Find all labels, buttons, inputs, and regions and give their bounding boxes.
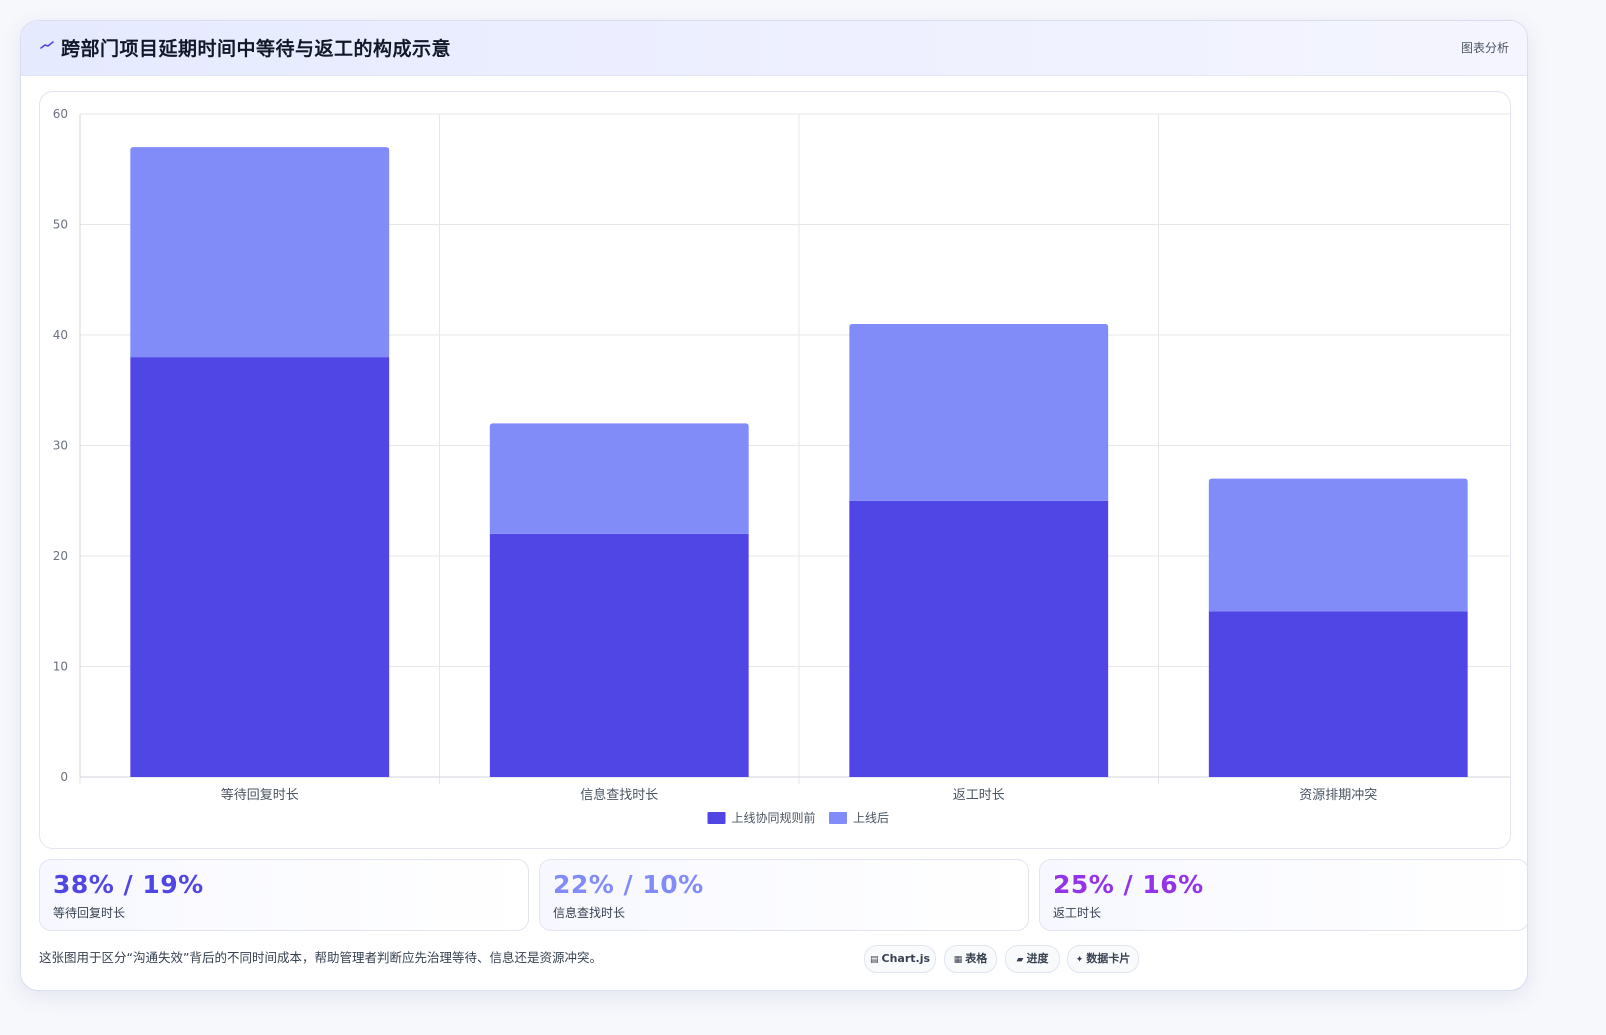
stat-label: 返工时长: [1053, 906, 1102, 920]
bar-segment: [849, 500, 1109, 777]
chip-label: Chart.js: [881, 952, 931, 965]
bar-segment: [130, 357, 390, 777]
y-tick-label: 40: [53, 328, 68, 342]
legend-swatch: [829, 812, 847, 824]
y-tick-label: 20: [53, 549, 68, 563]
legend-label: 上线后: [853, 811, 889, 825]
x-tick-label: 资源排期冲突: [1299, 787, 1377, 803]
card-header: 跨部门项目延期时间中等待与返工的构成示意 图表分析: [21, 21, 1527, 76]
chip-chartjs[interactable]: ▤ Chart.js: [864, 945, 936, 973]
bar-segment: [130, 147, 390, 358]
bar-segment: [1208, 611, 1468, 777]
y-tick-label: 50: [53, 218, 68, 232]
stat-card-info-search: 22% / 10% 信息查找时长: [539, 859, 1029, 931]
chart-analysis-tag: 图表分析: [1460, 41, 1509, 55]
stat-label: 等待回复时长: [53, 906, 126, 920]
chip-label: 进度: [1026, 952, 1049, 965]
chip-label: 数据卡片: [1086, 952, 1131, 965]
chip-table[interactable]: ▦ 表格: [944, 945, 997, 973]
stat-value: 25% / 16%: [1053, 870, 1204, 899]
y-tick-label: 0: [60, 770, 68, 784]
chart-icon: ▤: [869, 955, 879, 965]
legend-label: 上线协同规则前: [732, 810, 816, 825]
table-icon: ▦: [953, 955, 963, 965]
chart-card: 跨部门项目延期时间中等待与返工的构成示意 图表分析 0 10 20 30 40 50 60 等…: [20, 20, 1528, 991]
stat-card-rework: 25% / 16% 返工时长: [1039, 859, 1527, 931]
bar-segment: [849, 323, 1109, 501]
x-tick-label: 等待回复时长: [221, 787, 299, 803]
stat-card-waiting: 38% / 19% 等待回复时长: [39, 859, 529, 931]
chip-data-card[interactable]: ✦ 数据卡片: [1067, 945, 1139, 973]
trend-line-icon: [40, 41, 54, 49]
stat-value: 38% / 19%: [53, 870, 204, 899]
progress-icon: ▰: [1016, 955, 1024, 965]
y-tick-label: 60: [53, 107, 68, 121]
sparkle-icon: ✦: [1075, 955, 1084, 965]
x-tick-label: 信息查找时长: [580, 787, 658, 803]
y-tick-label: 10: [53, 660, 68, 674]
bar-segment: [489, 423, 749, 534]
stat-value: 22% / 10%: [553, 870, 704, 899]
legend-swatch: [707, 812, 726, 824]
x-tick-label: 返工时长: [953, 788, 1005, 803]
stacked-bar-chart: 0 10 20 30 40 50 60 等待回复时长 信息查找时长 返工时长 资源排期冲突上线协同规…: [53, 107, 1510, 825]
bar-segment: [489, 533, 749, 777]
bar-segment: [1208, 478, 1468, 612]
chart-area: 0 10 20 30 40 50 60 等待回复时长 信息查找时长 返工时长 资源排期冲突上线协同规…: [39, 91, 1511, 849]
stat-label: 信息查找时长: [553, 906, 626, 920]
y-tick-label: 30: [53, 439, 68, 453]
chart-title: 跨部门项目延期时间中等待与返工的构成示意: [61, 38, 452, 60]
chip-progress[interactable]: ▰ 进度: [1005, 945, 1060, 973]
chip-label: 表格: [965, 952, 988, 965]
footer-description: 这张图用于区分“沟通失效”背后的不同时间成本，帮助管理者判断应先治理等待、信息还…: [39, 950, 602, 965]
